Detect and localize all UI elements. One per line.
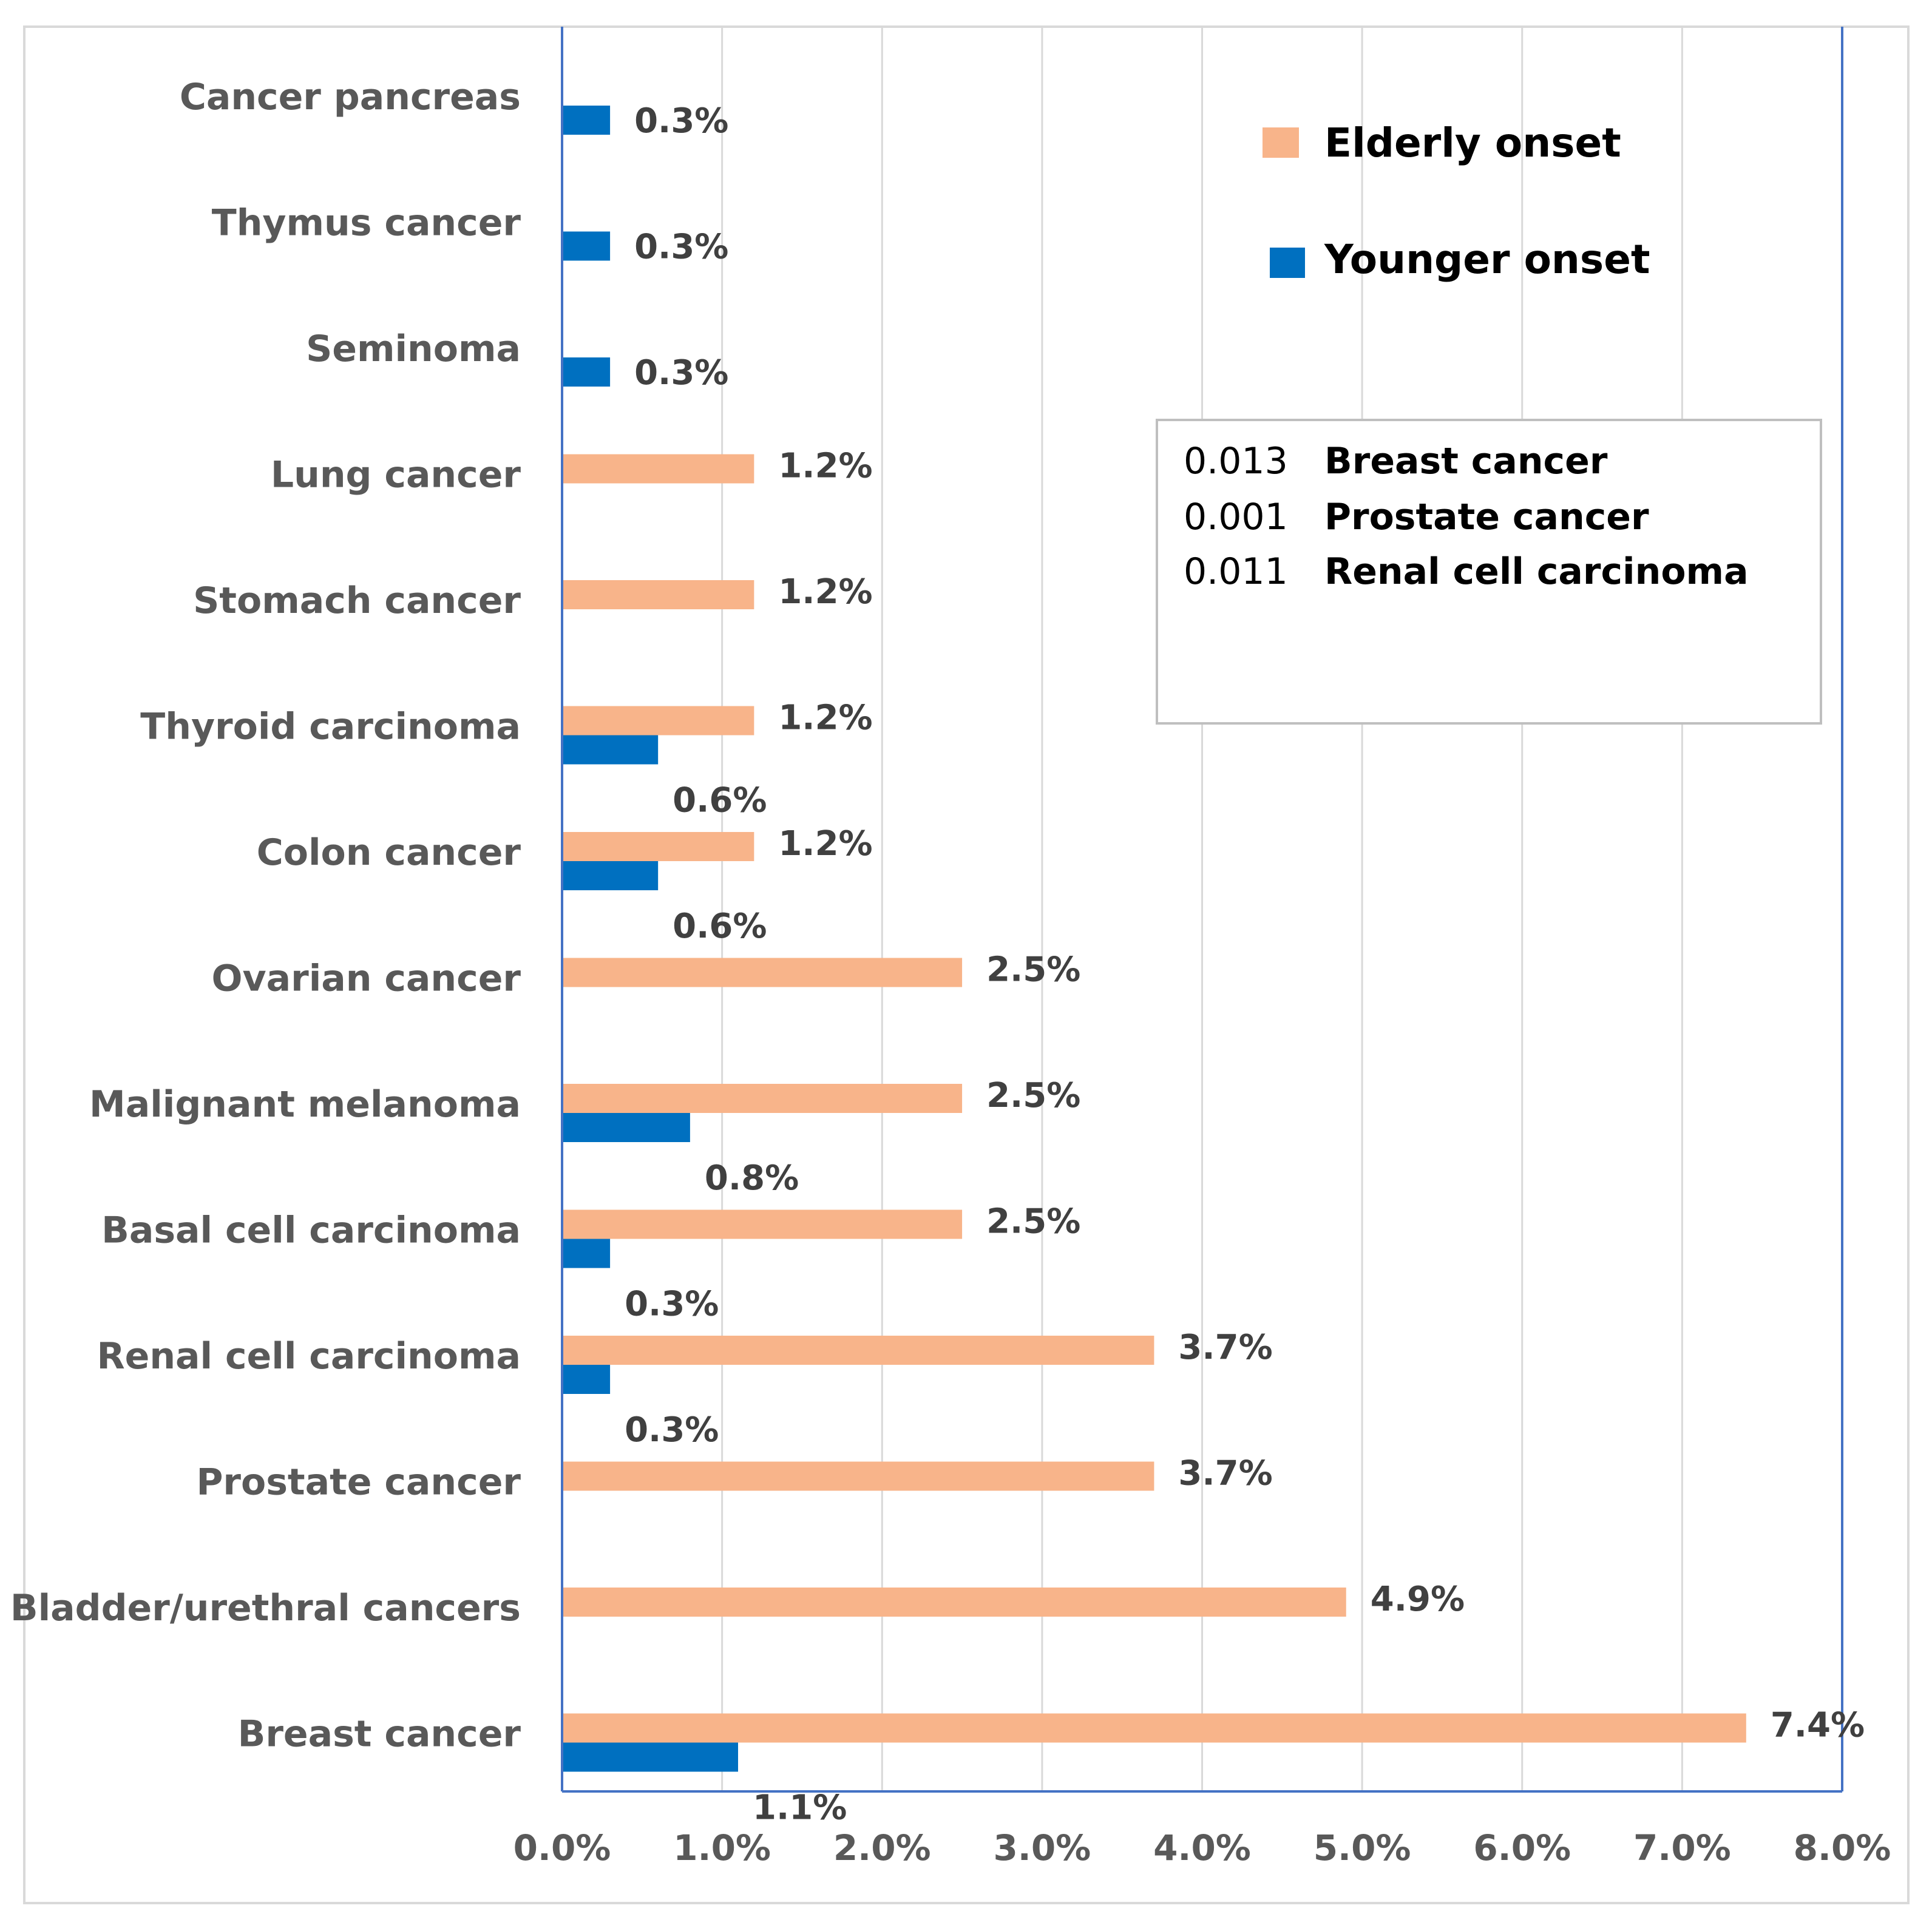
value-label-younger-8: 0.8% — [705, 1158, 799, 1198]
labels: 0.0% 1.0% 2.0% 3.0% 4.0% 5.0% 6.0% 7.0% 8.0% Canc… — [10, 76, 1891, 1868]
value-label-younger-2: 0.3% — [634, 353, 728, 393]
bar-younger-0 — [562, 106, 611, 135]
category-label-2: Seminoma — [306, 328, 521, 370]
category-label-10: Renal cell carcinoma — [97, 1335, 521, 1378]
legend: Elderly onset Younger onset — [1263, 120, 1650, 283]
bar-elderly-10 — [562, 1336, 1154, 1365]
bar-elderly-4 — [562, 580, 754, 609]
category-label-11: Prostate cancer — [196, 1461, 521, 1504]
category-label-1: Thymus cancer — [212, 202, 521, 245]
axes — [561, 27, 1843, 1793]
bar-elderly-6 — [562, 832, 754, 861]
annotation-value-renal: 0.011 — [1184, 550, 1288, 593]
bar-elderly-3 — [562, 454, 754, 484]
value-label-elderly-8: 2.5% — [986, 1076, 1080, 1115]
value-label-elderly-10: 3.7% — [1178, 1328, 1272, 1367]
bars — [562, 106, 1746, 1772]
value-label-elderly-6: 1.2% — [778, 824, 872, 864]
bar-elderly-12 — [562, 1588, 1346, 1617]
legend-swatch-elderly — [1263, 127, 1299, 158]
annotation-label-renal: Renal cell carcinoma — [1324, 550, 1749, 593]
category-label-12: Bladder/urethral cancers — [10, 1587, 521, 1629]
bar-younger-8 — [562, 1113, 690, 1142]
value-label-elderly-7: 2.5% — [986, 950, 1080, 990]
x-tick-label-2: 2.0% — [833, 1827, 931, 1868]
bar-elderly-13 — [562, 1713, 1746, 1743]
category-label-13: Breast cancer — [238, 1713, 521, 1756]
annotation-label-prostate: Prostate cancer — [1324, 496, 1649, 538]
value-label-younger-0: 0.3% — [634, 101, 728, 141]
value-label-younger-6: 0.6% — [673, 907, 767, 946]
gridlines — [721, 27, 1683, 1791]
annotation-value-prostate: 0.001 — [1184, 496, 1288, 538]
x-tick-label-4: 4.0% — [1153, 1827, 1251, 1868]
legend-label-elderly: Elderly onset — [1324, 120, 1621, 166]
value-label-younger-13: 1.1% — [753, 1788, 847, 1828]
value-label-elderly-11: 3.7% — [1178, 1454, 1272, 1493]
annotation-value-breast: 0.013 — [1184, 440, 1288, 482]
bar-elderly-5 — [562, 706, 754, 736]
bar-elderly-11 — [562, 1461, 1154, 1491]
category-label-0: Cancer pancreas — [180, 76, 521, 118]
annotation-box-border — [1156, 419, 1822, 725]
category-label-8: Malignant melanoma — [89, 1083, 521, 1126]
bar-younger-5 — [562, 735, 659, 765]
bar-younger-6 — [562, 861, 659, 890]
category-label-5: Thyroid carcinoma — [140, 706, 521, 748]
x-tick-label-5: 5.0% — [1313, 1827, 1411, 1868]
category-label-9: Basal cell carcinoma — [101, 1209, 521, 1252]
category-label-3: Lung cancer — [271, 454, 521, 496]
bar-elderly-8 — [562, 1084, 963, 1113]
bar-younger-13 — [562, 1742, 738, 1772]
x-tick-label-7: 7.0% — [1633, 1827, 1731, 1868]
bar-elderly-9 — [562, 1209, 963, 1239]
category-label-4: Stomach cancer — [193, 580, 521, 622]
legend-label-younger: Younger onset — [1324, 236, 1650, 283]
category-label-7: Ovarian cancer — [212, 958, 521, 1000]
value-label-younger-10: 0.3% — [625, 1410, 719, 1450]
x-tick-label-8: 8.0% — [1794, 1827, 1891, 1868]
value-label-elderly-13: 7.4% — [1771, 1706, 1865, 1745]
x-tick-label-1: 1.0% — [673, 1827, 771, 1868]
value-label-elderly-9: 2.5% — [986, 1202, 1080, 1242]
bar-younger-9 — [562, 1239, 611, 1268]
value-label-elderly-5: 1.2% — [778, 698, 872, 738]
x-tick-label-3: 3.0% — [993, 1827, 1091, 1868]
annotation-box: 0.013 Breast cancer 0.001 Prostate cance… — [1156, 419, 1822, 725]
value-label-elderly-4: 1.2% — [778, 572, 872, 612]
value-label-younger-9: 0.3% — [625, 1285, 719, 1324]
annotation-label-breast: Breast cancer — [1324, 440, 1608, 482]
value-label-younger-5: 0.6% — [673, 781, 767, 820]
value-label-elderly-12: 4.9% — [1371, 1580, 1465, 1619]
legend-swatch-younger — [1270, 248, 1305, 278]
value-label-younger-1: 0.3% — [634, 228, 728, 267]
category-label-6: Colon cancer — [257, 831, 521, 874]
value-label-elderly-3: 1.2% — [778, 447, 872, 486]
bar-younger-1 — [562, 231, 611, 261]
bar-elderly-7 — [562, 958, 963, 987]
x-tick-label-0: 0.0% — [514, 1827, 611, 1868]
x-tick-label-6: 6.0% — [1473, 1827, 1571, 1868]
bar-younger-2 — [562, 357, 611, 387]
bar-younger-10 — [562, 1365, 611, 1394]
